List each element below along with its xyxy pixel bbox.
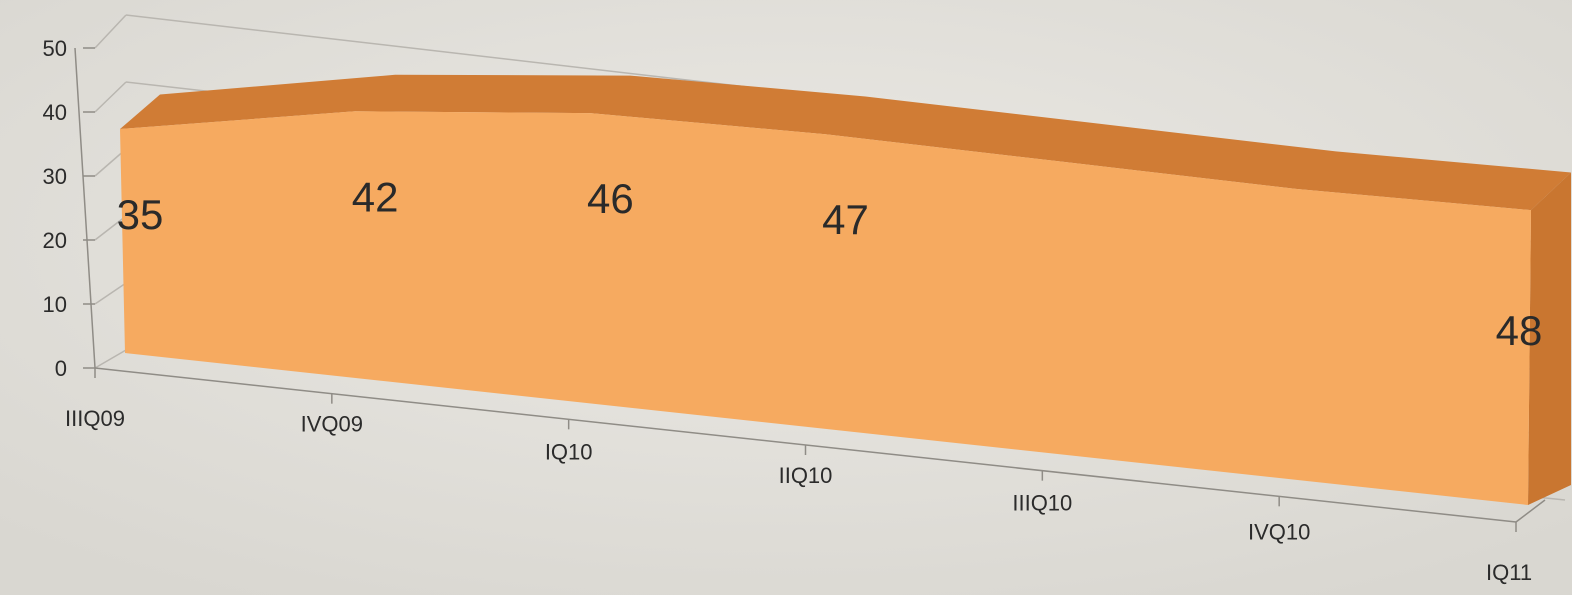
y-tick-label: 40 [43,100,67,125]
area-top-surface [120,74,1571,211]
x-tick-label: IIIQ09 [65,406,125,431]
x-tick-label: IQ11 [1486,560,1532,585]
x-tick-label: IIIQ10 [1012,491,1072,516]
gridline-side [94,349,127,369]
x-tick-label: IIQ10 [779,463,833,488]
x-axis-depth-line [1515,499,1546,523]
gridline-side [94,81,127,113]
x-tick-label: IVQ10 [1248,519,1310,544]
gridline-side [94,282,127,305]
data-label: 48 [1496,307,1543,354]
y-tick-label: 0 [55,356,67,381]
data-label: 35 [117,191,164,238]
data-label: 42 [352,173,399,220]
data-label: 46 [587,175,634,222]
data-label: 47 [822,196,869,243]
area-front-face [120,111,1531,506]
y-tick-label: 50 [43,36,67,61]
x-tick-label: IQ10 [545,439,593,464]
gridline-side [94,14,127,49]
x-tick-label: IVQ09 [301,412,363,437]
y-tick-label: 30 [43,164,67,189]
series-layer [120,74,1571,506]
y-axis-line [74,47,96,369]
y-tick-label: 10 [43,292,67,317]
y-tick-label: 20 [43,228,67,253]
label-layer: 35 42 46 47 48 [117,173,1543,354]
area-side-face [1528,172,1571,506]
axis-layer: 0 10 20 30 40 50 IIIQ09 IVQ09 IQ10 IIQ10 IIIQ10 IVQ… [43,36,1546,585]
gridline-side [94,215,127,241]
